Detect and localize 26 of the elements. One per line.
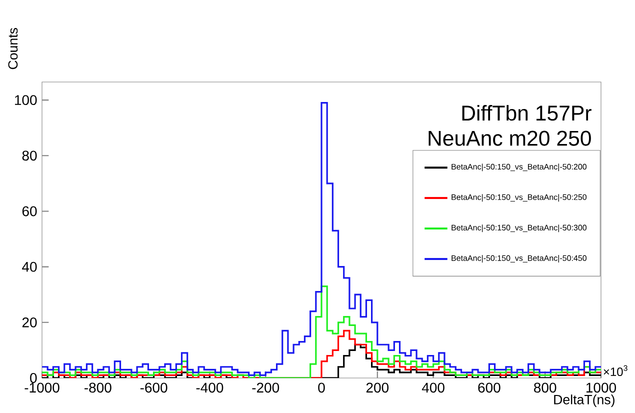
legend-label: BetaAnc|-50:150_vs_BetaAnc|-50:200: [452, 164, 587, 172]
x-tick-label: 1000: [586, 382, 616, 393]
x-tick-label: -200: [252, 382, 280, 393]
x-axis-title: DeltaT(ns): [554, 394, 614, 407]
text: DiffTbn 157Pr: [462, 105, 592, 121]
x-tick-label: -400: [196, 382, 224, 393]
x-tick-label: 600: [478, 382, 500, 393]
y-tick-label: 60: [22, 206, 37, 216]
x-tick-label: -800: [84, 382, 112, 393]
y-tick-label: 0: [30, 373, 37, 383]
x-tick-label: 800: [534, 382, 556, 393]
x-tick-label: -1000: [24, 382, 60, 393]
x-tick-label: -600: [140, 382, 168, 393]
x-tick-label: 400: [422, 382, 444, 393]
legend-label: BetaAnc|-50:150_vs_BetaAnc|-50:450: [452, 255, 587, 263]
text: NeuAnc m20 250: [428, 130, 591, 146]
y-axis-title: Counts: [8, 28, 18, 70]
legend-label: BetaAnc|-50:150_vs_BetaAnc|-50:300: [452, 224, 587, 232]
x-tick-label: 0: [318, 382, 325, 393]
legend-label: BetaAnc|-50:150_vs_BetaAnc|-50:250: [452, 194, 587, 202]
text: ×10$^{3}$: [604, 365, 628, 376]
x-tick-label: 200: [366, 382, 389, 393]
y-tick-label: 80: [22, 150, 37, 161]
y-tick-label: 40: [22, 262, 37, 272]
y-tick-label: 20: [22, 317, 37, 328]
y-tick-label: 100: [15, 95, 37, 106]
